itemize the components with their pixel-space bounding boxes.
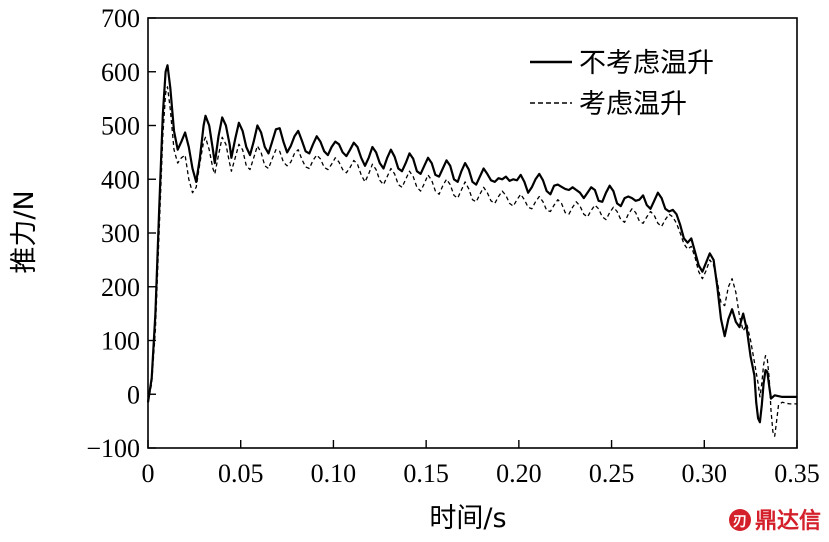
watermark: 刃 鼎达信 xyxy=(729,508,821,534)
x-tick-label: 0.25 xyxy=(589,459,635,488)
y-tick-label: 700 xyxy=(101,4,140,33)
y-tick-label: 200 xyxy=(101,273,140,302)
y-tick-label: 0 xyxy=(127,380,140,409)
x-axis-title: 时间/s xyxy=(429,503,506,534)
x-axis: 0 0.05 0.10 0.15 0.20 0.25 0.30 0.35 xyxy=(142,440,820,488)
x-tick-label: 0.10 xyxy=(311,459,357,488)
plot-area xyxy=(147,17,798,449)
y-axis: −100 0 100 200 300 400 500 600 700 xyxy=(86,4,156,463)
y-tick-label: 100 xyxy=(101,327,140,356)
legend-label-2: 考虑温升 xyxy=(579,89,687,120)
legend: 不考虑温升 考虑温升 xyxy=(530,48,714,120)
x-tick-label: 0 xyxy=(142,459,155,488)
series-line-2 xyxy=(147,86,797,437)
series-line-1 xyxy=(146,64,797,424)
series-layer xyxy=(146,64,797,437)
y-tick-label: 600 xyxy=(101,58,140,87)
y-axis-title: 推力/N xyxy=(9,190,40,273)
x-tick-label: 0.20 xyxy=(496,459,542,488)
x-tick-label: 0.05 xyxy=(218,459,264,488)
x-tick-label: 0.35 xyxy=(774,459,820,488)
plot-frame xyxy=(147,17,798,449)
watermark-text: 鼎达信 xyxy=(755,508,821,534)
y-tick-label: −100 xyxy=(86,434,140,463)
watermark-logo-glyph: 刃 xyxy=(733,514,747,530)
y-tick-label: 400 xyxy=(101,165,140,194)
y-tick-label: 500 xyxy=(101,112,140,141)
legend-label-1: 不考虑温升 xyxy=(579,48,714,79)
x-tick-label: 0.15 xyxy=(403,459,449,488)
watermark-logo-icon xyxy=(729,509,751,531)
y-tick-label: 300 xyxy=(101,219,140,248)
x-tick-label: 0.30 xyxy=(682,459,728,488)
